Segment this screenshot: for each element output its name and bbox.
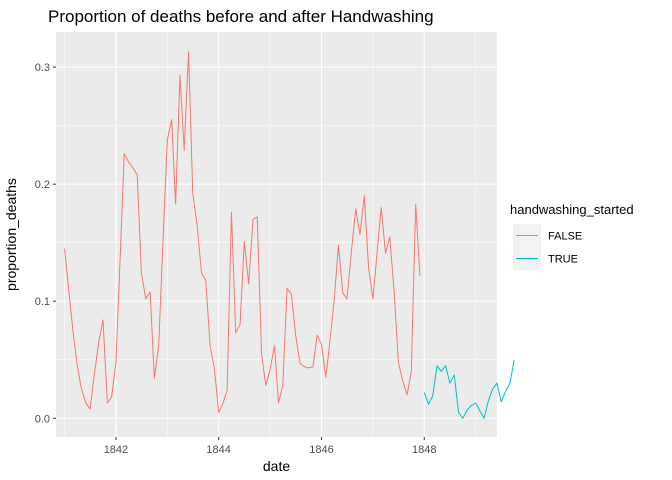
y-tick-label: 0.2 (35, 179, 50, 191)
grid-minor (56, 32, 497, 437)
legend-label-true: TRUE (548, 254, 578, 266)
x-tick-label: 1844 (206, 444, 230, 456)
y-tick-label: 0.0 (35, 413, 50, 425)
axes-layer: 0.0 0.1 0.2 0.3 1842 1844 1846 1848 (35, 62, 437, 456)
grid-major (56, 32, 497, 437)
x-tick-label: 1842 (104, 444, 128, 456)
series-layer (64, 51, 515, 419)
x-axis-title: date (263, 458, 290, 474)
legend: handwashing_started FALSE TRUE (510, 202, 634, 270)
series-line-false (64, 51, 421, 413)
y-tick-label: 0.1 (35, 296, 50, 308)
chart-title: Proportion of deaths before and after Ha… (48, 7, 434, 26)
y-axis-title: proportion_deaths (3, 178, 19, 291)
series-line-true (423, 359, 515, 419)
x-tick-label: 1848 (412, 444, 436, 456)
legend-label-false: FALSE (548, 231, 582, 243)
y-tick-label: 0.3 (35, 62, 50, 74)
legend-title: handwashing_started (510, 202, 634, 217)
x-tick-label: 1846 (309, 444, 333, 456)
